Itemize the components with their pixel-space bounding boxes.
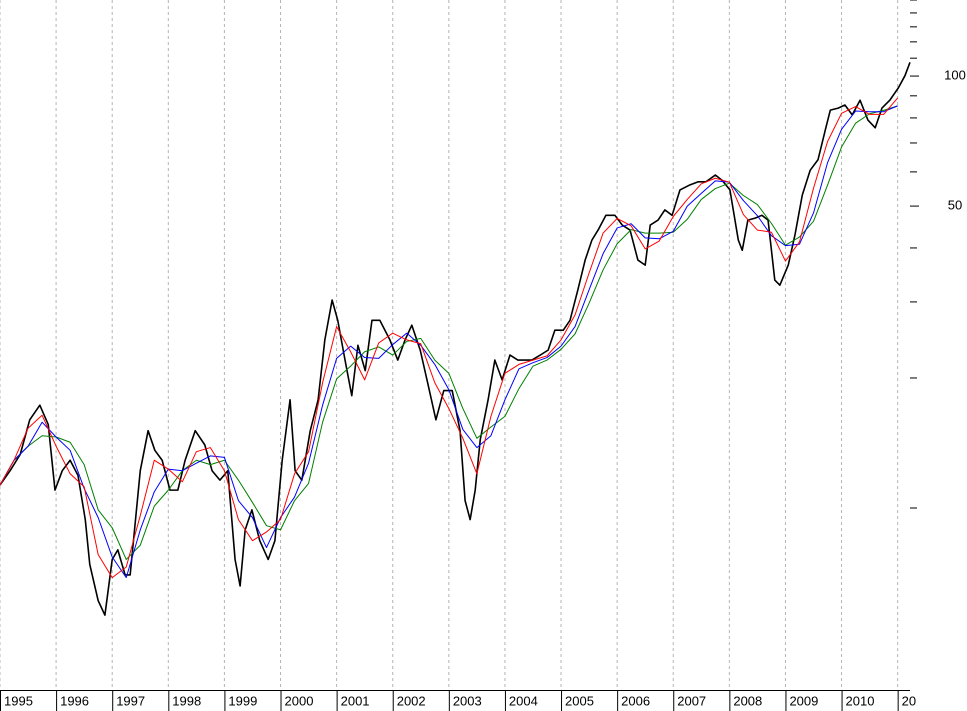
x-tick-label: 1998 xyxy=(172,693,201,708)
x-tick-label: 2004 xyxy=(509,693,538,708)
x-tick-label: 1995 xyxy=(4,693,33,708)
x-tick-label: 2003 xyxy=(453,693,482,708)
moving-average-line xyxy=(0,97,899,579)
x-tick-label: 2006 xyxy=(621,693,650,708)
x-tick-label: 2010 xyxy=(846,693,875,708)
x-tick-label: 2009 xyxy=(789,693,818,708)
x-tick-label: 1996 xyxy=(60,693,89,708)
x-tick-label: 20 xyxy=(902,693,916,708)
x-tick-label: 2000 xyxy=(285,693,314,708)
x-tick-label: 2007 xyxy=(677,693,706,708)
moving-average-line xyxy=(0,105,898,579)
x-tick-label: 1997 xyxy=(116,693,145,708)
y-tick-label: 100 xyxy=(944,67,966,82)
price-line xyxy=(0,62,911,616)
x-tick-label: 2002 xyxy=(397,693,426,708)
y-tick-label: 50 xyxy=(948,198,962,213)
x-tick-label: 2005 xyxy=(565,693,594,708)
x-tick-label: 2001 xyxy=(341,693,370,708)
x-tick-label: 2008 xyxy=(733,693,762,708)
moving-average-line xyxy=(0,105,898,560)
x-tick-label: 1999 xyxy=(228,693,257,708)
